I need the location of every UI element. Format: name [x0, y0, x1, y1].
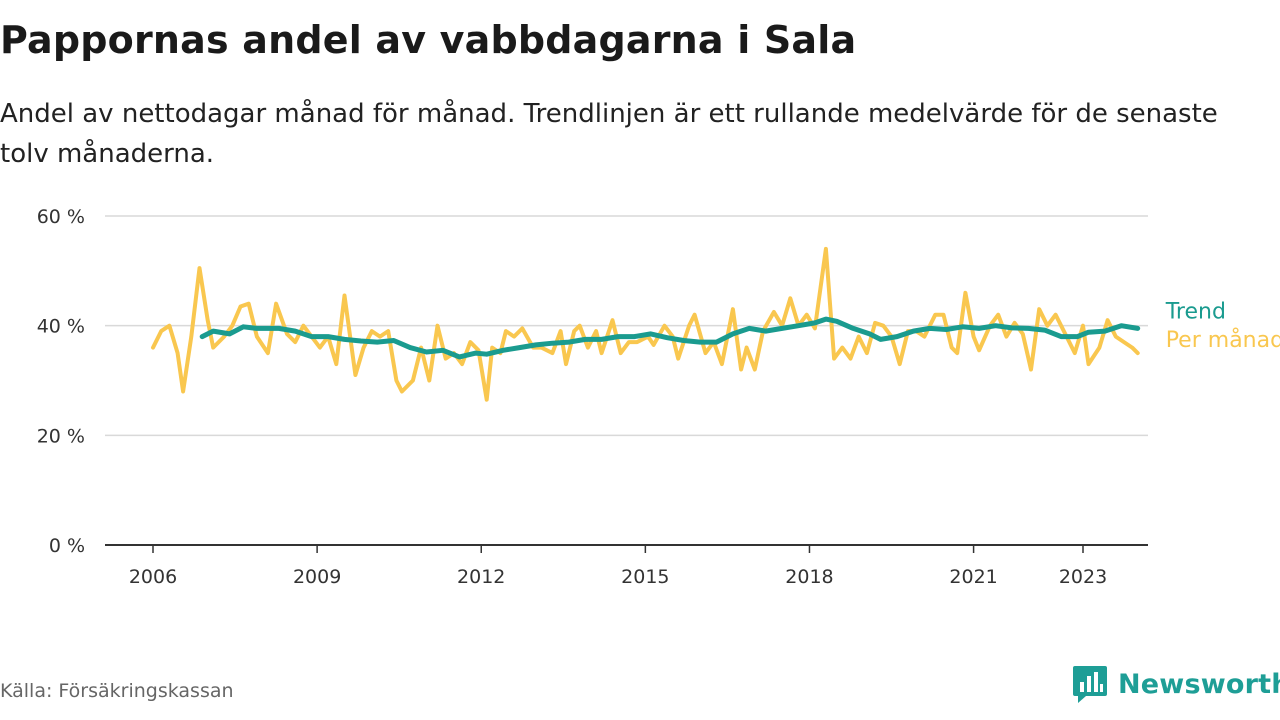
x-tick-label: 2015 — [621, 566, 669, 588]
series-line-trend — [199, 316, 1141, 360]
y-tick-label: 0 % — [49, 535, 85, 557]
chart-title: Pappornas andel av vabbdagarna i Sala — [0, 18, 857, 62]
x-tick-label: 2009 — [293, 566, 341, 588]
source-note: Källa: Försäkringskassan — [0, 680, 234, 702]
brand: Newsworthy — [1072, 664, 1280, 704]
x-tick-label: 2006 — [129, 566, 177, 588]
newsworthy-logo-icon — [1073, 666, 1107, 703]
x-tick-label: 2018 — [785, 566, 833, 588]
x-tick-label: 2021 — [949, 566, 997, 588]
y-tick-label: 20 % — [37, 425, 85, 447]
y-axis: 0 % 20 % 40 % 60 % — [37, 206, 85, 557]
chart-subtitle: Andel av nettodagar månad för månad. Tre… — [0, 99, 1218, 169]
y-tick-label: 40 % — [37, 316, 85, 338]
series-label-per-manad: Per månad — [1166, 327, 1280, 353]
series-labels: Per månad Trend — [1165, 299, 1280, 353]
series-lines — [151, 246, 1141, 402]
series-label-trend: Trend — [1165, 299, 1226, 324]
y-tick-label: 60 % — [37, 206, 85, 228]
x-axis: 2006 2009 2012 2015 2018 2021 2023 — [105, 544, 1148, 588]
x-tick-label: 2012 — [457, 566, 505, 588]
series-line-per-manad — [151, 246, 1140, 402]
brand-name: Newsworthy — [1118, 668, 1280, 700]
x-tick-label: 2023 — [1059, 566, 1107, 588]
